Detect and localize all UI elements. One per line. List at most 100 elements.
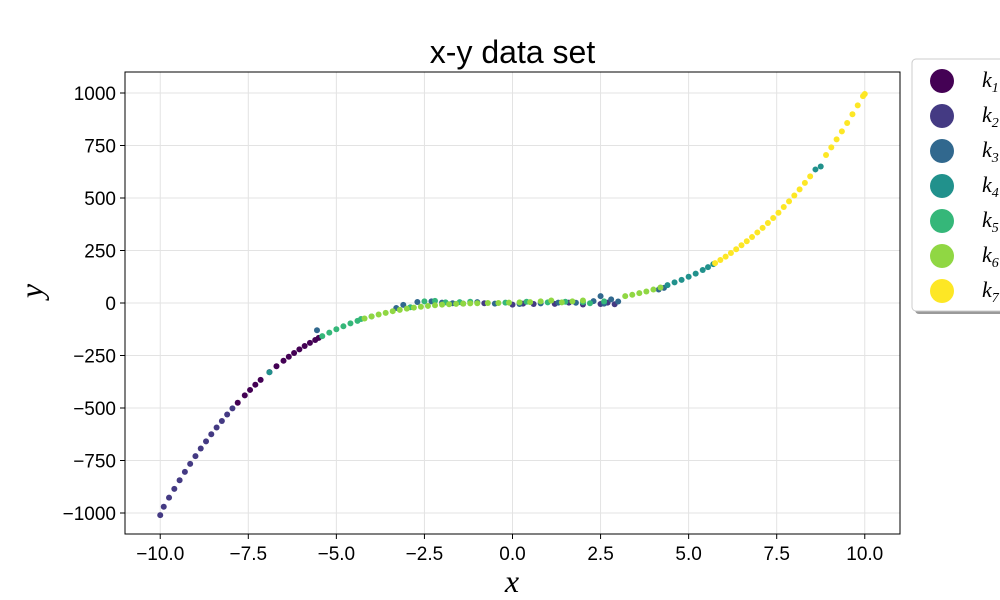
data-point-k4 bbox=[812, 166, 819, 173]
data-point-k3 bbox=[597, 293, 604, 300]
legend-label-k1: k1 bbox=[982, 67, 999, 96]
data-point-k7 bbox=[754, 229, 761, 236]
data-point-k7 bbox=[764, 219, 771, 226]
legend-label-k6: k6 bbox=[982, 242, 999, 271]
series-k2 bbox=[157, 299, 618, 519]
data-point-k7 bbox=[712, 260, 719, 267]
data-point-k5 bbox=[601, 298, 608, 305]
data-point-k6 bbox=[396, 306, 403, 313]
x-tick-label: 0.0 bbox=[499, 544, 525, 565]
data-point-k6 bbox=[460, 300, 467, 307]
data-point-k4 bbox=[692, 270, 699, 277]
data-point-k7 bbox=[733, 246, 740, 253]
legend-label-k3: k3 bbox=[982, 137, 999, 166]
data-point-k6 bbox=[453, 300, 460, 307]
x-tick-label: 10.0 bbox=[846, 544, 883, 565]
data-point-k7 bbox=[759, 224, 766, 231]
data-point-k7 bbox=[780, 204, 787, 211]
legend-label-k2: k2 bbox=[982, 102, 999, 131]
data-point-k6 bbox=[505, 299, 512, 306]
data-point-k2 bbox=[192, 453, 199, 460]
data-point-k7 bbox=[807, 173, 814, 180]
x-axis-label: x bbox=[504, 563, 519, 599]
y-tick-label: 0 bbox=[105, 294, 116, 315]
data-point-k7 bbox=[849, 111, 856, 118]
data-point-k1 bbox=[296, 346, 303, 353]
legend-label-k7: k7 bbox=[982, 277, 1000, 306]
data-point-k6 bbox=[403, 305, 410, 312]
data-point-k7 bbox=[854, 102, 861, 109]
y-tick-label: 250 bbox=[84, 242, 116, 263]
data-point-k3 bbox=[400, 301, 407, 308]
data-point-k7 bbox=[796, 186, 803, 193]
data-point-k7 bbox=[743, 238, 750, 245]
data-point-k6 bbox=[474, 300, 481, 307]
data-point-k4 bbox=[699, 267, 706, 274]
data-point-k1 bbox=[273, 363, 280, 370]
data-point-k4 bbox=[817, 163, 824, 170]
x-tick-label: 2.5 bbox=[587, 544, 613, 565]
data-point-k2 bbox=[197, 445, 204, 452]
data-point-k2 bbox=[187, 460, 194, 467]
y-tick-label: 750 bbox=[84, 137, 116, 158]
data-point-k2 bbox=[224, 411, 231, 418]
data-point-k1 bbox=[241, 392, 248, 399]
series-k1 bbox=[234, 334, 322, 406]
y-tick-label: 1000 bbox=[74, 84, 116, 105]
data-points bbox=[157, 91, 868, 519]
data-point-k2 bbox=[171, 485, 178, 492]
data-point-k1 bbox=[280, 357, 287, 364]
legend-marker-k4 bbox=[930, 174, 954, 198]
data-point-k3 bbox=[608, 296, 615, 303]
data-point-k6 bbox=[484, 300, 491, 306]
data-point-k6 bbox=[375, 311, 382, 318]
data-point-k6 bbox=[643, 288, 650, 295]
data-point-k6 bbox=[629, 291, 636, 298]
data-point-k6 bbox=[424, 302, 431, 309]
legend-marker-k1 bbox=[930, 69, 954, 93]
data-point-k1 bbox=[234, 399, 241, 406]
data-point-k6 bbox=[361, 315, 368, 322]
data-point-k4 bbox=[705, 264, 712, 271]
x-tick-label: −2.5 bbox=[406, 544, 444, 565]
data-point-k7 bbox=[838, 128, 845, 135]
data-point-k2 bbox=[181, 468, 188, 475]
data-point-k6 bbox=[548, 297, 555, 304]
y-axis-label: y bbox=[13, 283, 49, 301]
data-point-k2 bbox=[218, 418, 225, 425]
data-point-k6 bbox=[389, 308, 396, 315]
data-point-k6 bbox=[537, 298, 544, 305]
data-point-k7 bbox=[749, 234, 756, 241]
data-point-k4 bbox=[671, 279, 678, 286]
data-point-k7 bbox=[844, 120, 851, 127]
data-point-k6 bbox=[446, 301, 453, 308]
data-point-k2 bbox=[176, 477, 183, 484]
data-point-k6 bbox=[558, 299, 565, 306]
data-point-k6 bbox=[516, 299, 523, 306]
data-point-k1 bbox=[306, 339, 313, 346]
data-point-k6 bbox=[636, 290, 643, 297]
data-point-k2 bbox=[229, 405, 236, 412]
data-point-k6 bbox=[569, 298, 576, 305]
x-tick-label: −7.5 bbox=[230, 544, 268, 565]
data-point-k7 bbox=[861, 91, 868, 98]
data-point-k1 bbox=[247, 386, 254, 393]
data-point-k4 bbox=[664, 282, 671, 289]
data-point-k3 bbox=[414, 298, 421, 305]
series-k7 bbox=[712, 91, 868, 267]
data-point-k7 bbox=[791, 192, 798, 199]
data-point-k2 bbox=[160, 503, 167, 510]
data-point-k2 bbox=[157, 512, 164, 519]
data-point-k6 bbox=[657, 284, 664, 291]
data-point-k4 bbox=[685, 273, 692, 280]
data-point-k5 bbox=[326, 329, 333, 336]
data-point-k7 bbox=[801, 179, 808, 186]
y-tick-label: −500 bbox=[73, 399, 116, 420]
legend-marker-k3 bbox=[930, 139, 954, 163]
data-point-k5 bbox=[587, 300, 593, 307]
data-point-k4 bbox=[678, 276, 685, 283]
data-point-k7 bbox=[786, 198, 793, 205]
data-point-k1 bbox=[291, 349, 298, 356]
data-point-k1 bbox=[257, 376, 264, 383]
legend-marker-k7 bbox=[930, 279, 954, 303]
